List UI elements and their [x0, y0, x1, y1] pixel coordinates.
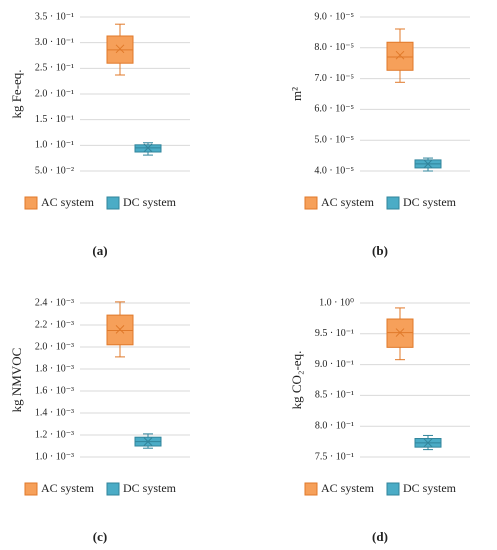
y-tick-label: 2.2 · 10⁻³ [35, 319, 74, 330]
mean-marker [143, 143, 153, 153]
legend-label: AC system [321, 481, 375, 495]
y-tick-label: 7.5 · 10⁻¹ [315, 451, 354, 462]
legend-swatch [386, 196, 400, 210]
mean-marker [423, 438, 433, 448]
y-tick-label: 5.0 · 10⁻⁵ [314, 134, 354, 145]
y-tick-label: 3.0 · 10⁻¹ [35, 37, 74, 48]
legend-swatch [304, 482, 318, 496]
legend-label: AC system [321, 195, 375, 209]
y-tick-label: 8.5 · 10⁻¹ [315, 390, 354, 401]
y-tick-label: 1.4 · 10⁻³ [35, 407, 74, 418]
legend-swatch [24, 196, 38, 210]
y-tick-label: 7.0 · 10⁻⁵ [314, 73, 354, 84]
y-tick-label: 6.0 · 10⁻⁵ [314, 104, 354, 115]
y-tick-label: 9.0 · 10⁻⁵ [314, 11, 354, 22]
y-tick-label: 2.0 · 10⁻¹ [35, 88, 74, 99]
caption: (b) [372, 243, 388, 258]
y-tick-label: 1.0 · 10⁻¹ [35, 140, 74, 151]
mean-marker [115, 325, 125, 334]
legend-swatch [106, 482, 120, 496]
y-tick-label: 9.0 · 10⁻¹ [315, 359, 354, 370]
y-tick-label: 1.2 · 10⁻³ [35, 429, 74, 440]
y-tick-label: 2.4 · 10⁻³ [35, 297, 74, 308]
y-tick-label: 8.0 · 10⁻¹ [315, 420, 354, 431]
caption: (d) [372, 529, 388, 544]
y-tick-label: 1.0 · 10⁰ [319, 297, 354, 308]
legend-label: AC system [41, 481, 95, 495]
y-tick-label: 8.0 · 10⁻⁵ [314, 42, 354, 53]
y-tick-label: 1.6 · 10⁻³ [35, 385, 74, 396]
box [386, 41, 414, 71]
legend-label: AC system [41, 195, 95, 209]
legend-swatch [304, 196, 318, 210]
y-tick-label: 1.0 · 10⁻³ [35, 451, 74, 462]
legend-label: DC system [403, 195, 457, 209]
mean-marker [423, 159, 433, 169]
y-tick-label: 9.5 · 10⁻¹ [315, 328, 354, 339]
legend-label: DC system [123, 481, 177, 495]
legend-label: DC system [403, 481, 457, 495]
legend-label: DC system [123, 195, 177, 209]
caption: (a) [92, 243, 107, 258]
y-tick-label: 3.5 · 10⁻¹ [35, 11, 74, 22]
mean-marker [395, 50, 405, 60]
mean-marker [395, 328, 405, 337]
y-axis-label: kg NMVOC [9, 348, 24, 413]
y-tick-label: 1.5 · 10⁻¹ [35, 114, 74, 125]
y-tick-label: 4.0 · 10⁻⁵ [314, 165, 354, 176]
y-axis-label: kg Fe-eq. [9, 69, 24, 118]
legend-swatch [24, 482, 38, 496]
y-tick-label: 2.0 · 10⁻³ [35, 341, 74, 352]
legend-swatch [386, 482, 400, 496]
mean-marker [115, 44, 125, 54]
y-tick-label: 1.8 · 10⁻³ [35, 363, 74, 374]
y-tick-label: 2.5 · 10⁻¹ [35, 63, 74, 74]
mean-marker [143, 437, 153, 446]
y-tick-label: 5.0 · 10⁻² [35, 165, 74, 176]
y-axis-label: m² [289, 87, 304, 101]
y-axis-label: kg CO₂-eq. [289, 351, 304, 410]
legend-swatch [106, 196, 120, 210]
caption: (c) [93, 529, 107, 544]
